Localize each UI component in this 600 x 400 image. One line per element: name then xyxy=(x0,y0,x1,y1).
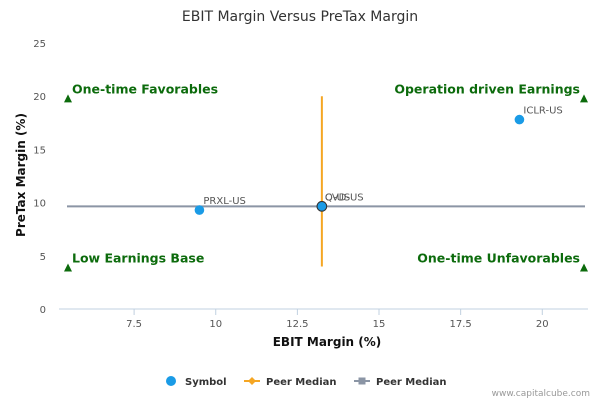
legend-item-label[interactable]: Peer Median xyxy=(376,377,447,388)
x-axis-label: EBIT Margin (%) xyxy=(273,335,382,349)
quadrant-triangle-icon xyxy=(64,263,72,272)
data-point[interactable] xyxy=(316,201,328,212)
data-point-label: ICLR-US xyxy=(523,106,562,117)
x-tick-label: 7.5 xyxy=(126,319,142,330)
data-point[interactable] xyxy=(514,114,525,125)
y-tick-label: 0 xyxy=(40,305,46,316)
x-tick-label: 12.5 xyxy=(286,319,308,330)
data-point[interactable] xyxy=(194,205,205,215)
x-tick-label: 10 xyxy=(209,319,222,330)
x-tick-label: 20 xyxy=(536,319,549,330)
quadrant-label: One-time Unfavorables xyxy=(417,251,580,266)
data-point-label: PRXL-US xyxy=(203,196,246,207)
quadrant-label: Low Earnings Base xyxy=(72,251,204,266)
y-tick-label: 5 xyxy=(40,252,46,263)
legend-square-icon xyxy=(358,377,366,385)
credit-text: www.capitalcube.com xyxy=(492,389,590,399)
quadrant-triangle-icon xyxy=(580,263,588,272)
legend-circle-icon xyxy=(166,376,176,386)
data-point-label: CVD-US xyxy=(325,192,364,203)
legend-item-label[interactable]: Peer Median xyxy=(266,377,337,388)
y-tick-label: 10 xyxy=(33,199,46,210)
chart-title: EBIT Margin Versus PreTax Margin xyxy=(182,9,418,25)
quadrant-triangle-icon xyxy=(580,94,588,103)
y-tick-label: 25 xyxy=(33,39,46,50)
y-tick-label: 15 xyxy=(33,145,46,156)
legend-item-label[interactable]: Symbol xyxy=(185,377,227,388)
x-tick-label: 17.5 xyxy=(450,319,472,330)
legend-diamond-icon xyxy=(248,377,256,385)
quadrant-triangle-icon xyxy=(64,94,72,103)
x-tick-label: 15 xyxy=(373,319,386,330)
quadrant-label: Operation driven Earnings xyxy=(394,81,580,96)
quadrant-label: One-time Favorables xyxy=(72,81,218,96)
y-tick-label: 20 xyxy=(33,92,46,103)
y-axis-label: PreTax Margin (%) xyxy=(14,113,28,237)
data-point-label: Q-US xyxy=(325,192,350,203)
